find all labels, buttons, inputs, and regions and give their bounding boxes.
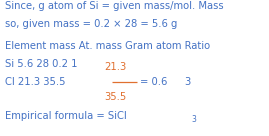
Text: Element mass At. mass Gram atom Ratio: Element mass At. mass Gram atom Ratio [5, 41, 210, 51]
Text: 21.3: 21.3 [105, 62, 127, 72]
Text: = 0.6: = 0.6 [140, 77, 167, 87]
Text: Since, g atom of Si = given mass/mol. Mass: Since, g atom of Si = given mass/mol. Ma… [5, 1, 224, 11]
Text: Si 5.6 28 0.2 1: Si 5.6 28 0.2 1 [5, 59, 77, 69]
Text: Cl 21.3 35.5: Cl 21.3 35.5 [5, 77, 65, 87]
Text: Empirical formula = SiCl: Empirical formula = SiCl [5, 111, 127, 121]
Text: 3: 3 [184, 77, 190, 87]
Text: 3: 3 [191, 115, 196, 124]
Text: 35.5: 35.5 [105, 92, 127, 103]
Text: so, given mass = 0.2 × 28 = 5.6 g: so, given mass = 0.2 × 28 = 5.6 g [5, 19, 177, 30]
